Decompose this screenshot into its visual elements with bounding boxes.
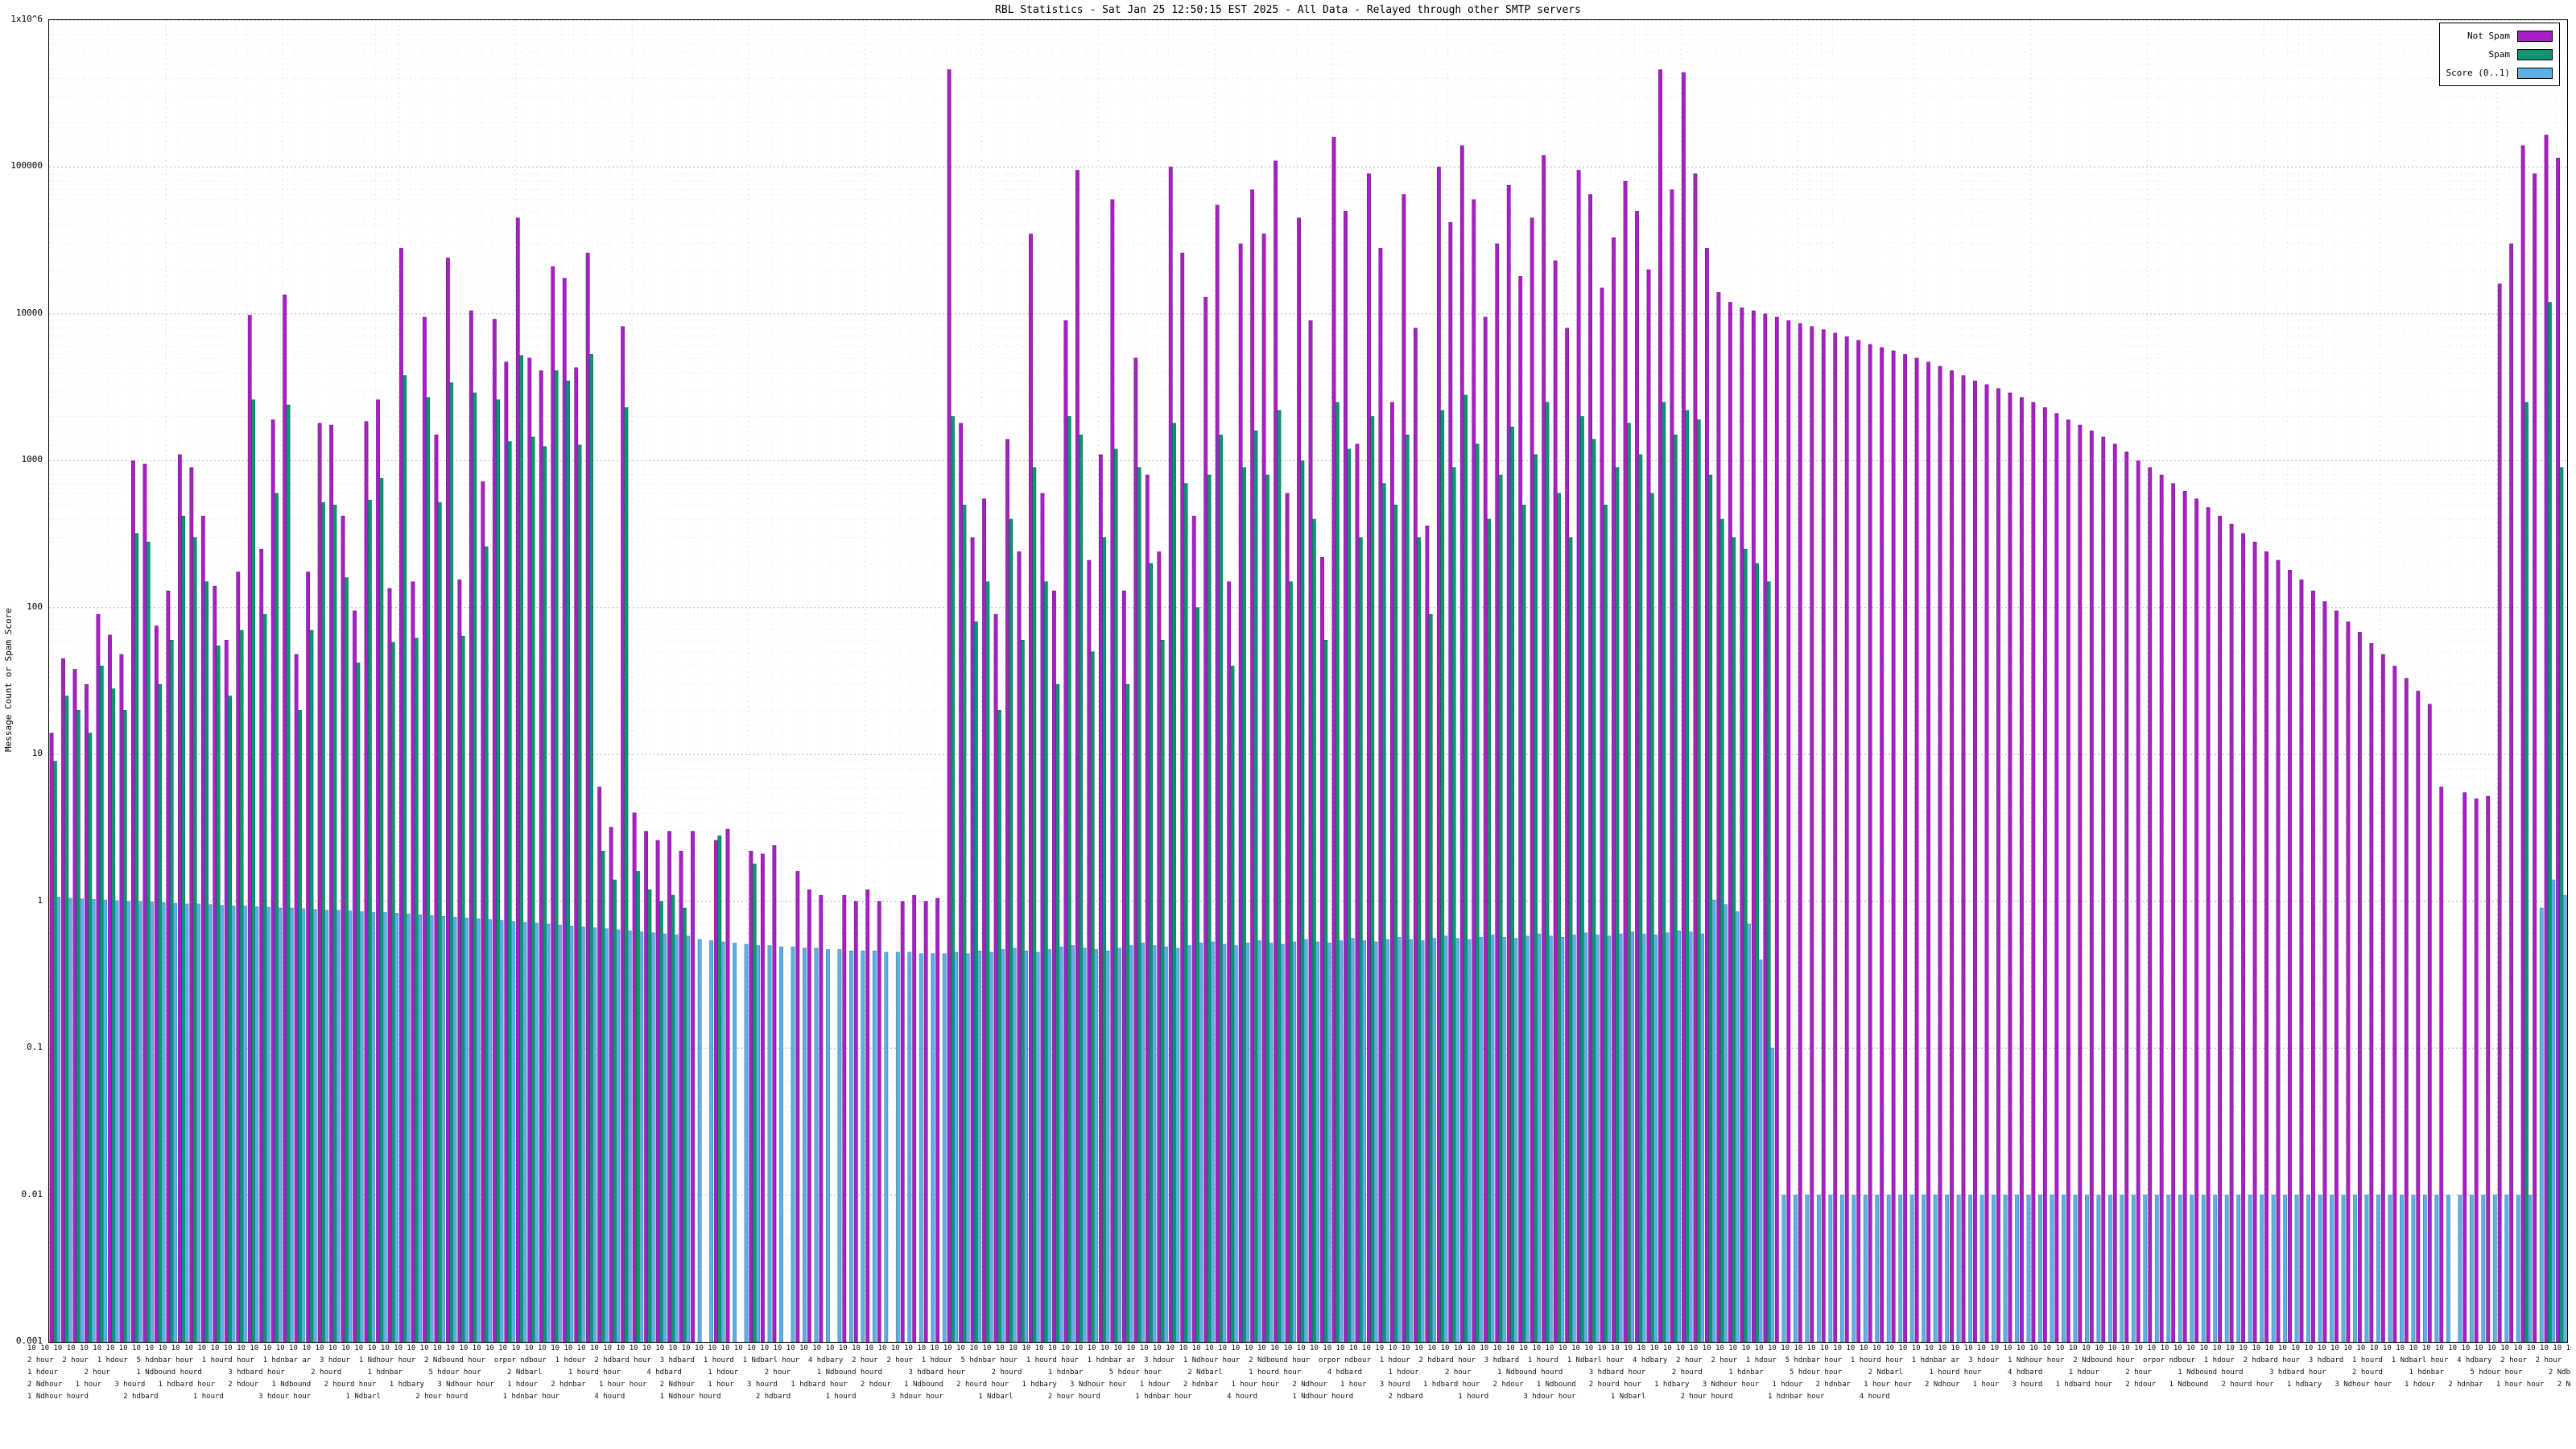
x-axis-labels-row-3: 1 hdour 2 hour 1 Ndbound hourd 3 hdbard …: [27, 1368, 2571, 1377]
y-tick-label: 10: [31, 748, 43, 759]
y-tick-label: 10000: [15, 307, 43, 318]
y-tick-label: 1000: [21, 454, 43, 465]
chart-title: RBL Statistics - Sat Jan 25 12:50:15 EST…: [995, 4, 1581, 16]
y-tick-label: 100: [27, 601, 43, 612]
legend-label-score: Score (0..1): [2446, 68, 2510, 78]
x-axis-labels-row-5: 1 Ndhour hourd 2 hdbard 1 hourd 3 hdour …: [27, 1393, 1890, 1401]
legend-item-spam: Spam: [2446, 45, 2553, 64]
y-tick-label: 1x10^6: [10, 14, 43, 24]
legend-item-not-spam: Not Spam: [2446, 27, 2553, 45]
series-score-0-1-: [56, 879, 2567, 1342]
y-tick-label: 0.1: [27, 1042, 43, 1053]
y-axis-tick-labels: 1x10^6 100000 10000 1000 100 10 1 0.1 0.01 0.001: [0, 0, 47, 1449]
series-spam: [52, 302, 2564, 1342]
chart-canvas: [49, 20, 2567, 1342]
legend: Not Spam Spam Score (0..1): [2438, 23, 2560, 86]
y-tick-label: 1: [37, 894, 43, 906]
x-axis-labels-row-2: 2 hour 2 hour 1 hdour 5 hdnbar hour 1 ho…: [27, 1356, 2571, 1364]
y-tick-label: 0.001: [15, 1335, 43, 1346]
legend-swatch-spam: [2517, 48, 2553, 60]
plot-area: [48, 19, 2568, 1343]
legend-swatch-not-spam: [2517, 30, 2553, 42]
gridlines: [49, 20, 2567, 1342]
y-tick-label: 100000: [10, 160, 43, 171]
legend-label-spam: Spam: [2488, 49, 2511, 60]
y-tick-label: 0.01: [21, 1188, 43, 1199]
x-axis-labels-row-4: 2 Ndhour 1 hour 3 hourd 1 hdbard hour 2 …: [27, 1381, 2571, 1389]
legend-swatch-score: [2517, 67, 2553, 79]
legend-item-score: Score (0..1): [2446, 64, 2553, 82]
legend-label-not-spam: Not Spam: [2467, 31, 2510, 41]
x-axis-labels-row-1: 10 10 10 10 10 10 10 10 10 10 10 10 10 1…: [27, 1344, 2571, 1352]
